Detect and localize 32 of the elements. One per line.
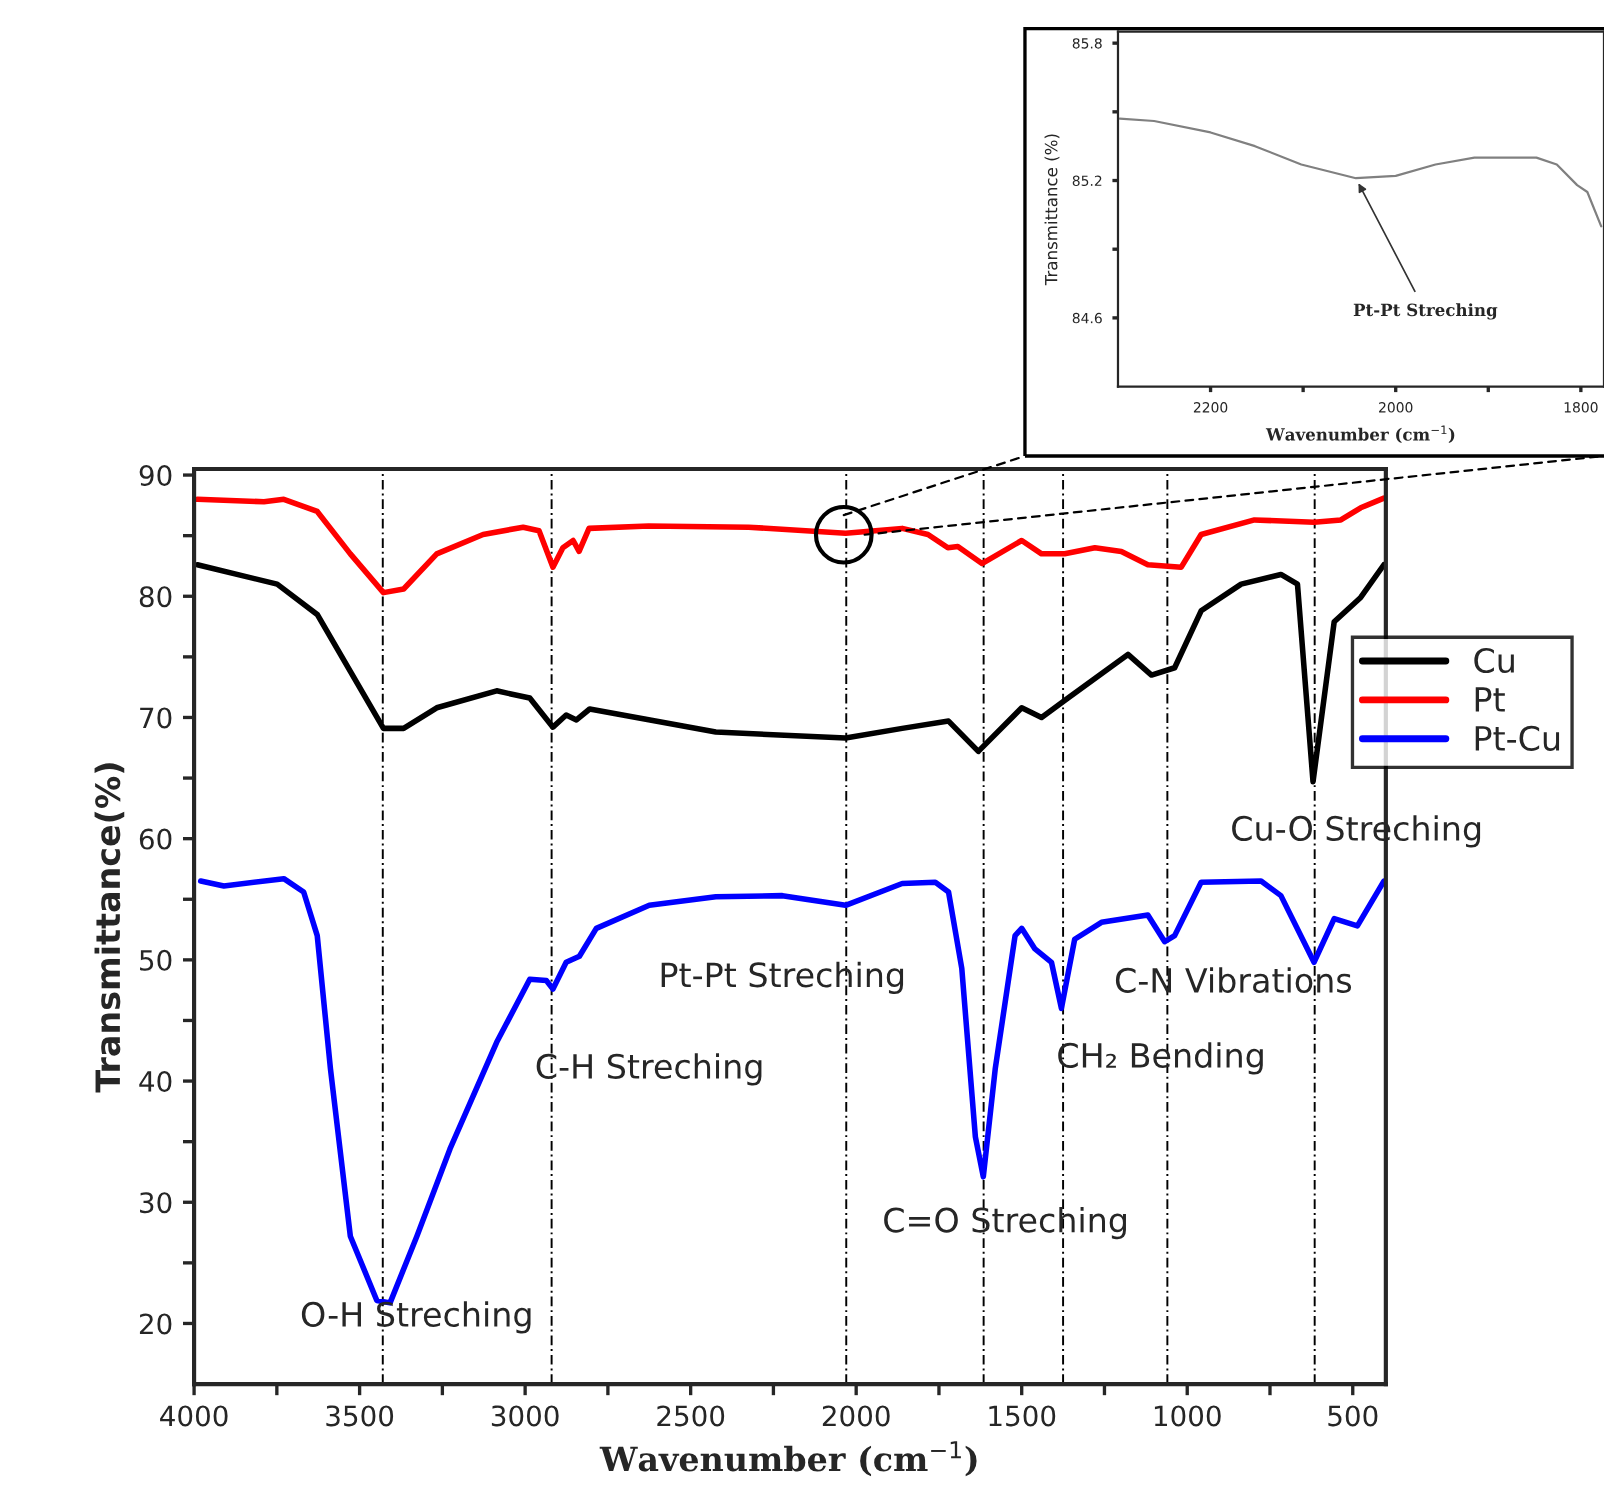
ref-line-label: C-H Streching — [536, 1053, 762, 1086]
y-axis-title: Transmittance (%) — [1044, 134, 1060, 286]
x-tick-label: 1500 — [989, 1405, 1056, 1427]
y-tick-label: 60 — [139, 828, 172, 850]
x-tick-label: 3000 — [491, 1405, 559, 1427]
legend-label: Pt — [1475, 687, 1505, 712]
ref-line-label: O-H Streching — [301, 1301, 531, 1334]
x-tick-label: 500 — [1328, 1405, 1378, 1427]
x-tick-label: 2000 — [822, 1405, 890, 1427]
y-tick-label: 80 — [139, 586, 172, 608]
legend-label: Cu — [1474, 647, 1514, 674]
line-series — [1118, 117, 1603, 228]
line-series — [194, 495, 1386, 596]
legend-label: Pt-Cu — [1475, 725, 1560, 751]
y-tick-label: 30 — [140, 1192, 172, 1214]
ref-line-label: CH₂ Bending — [1058, 1042, 1263, 1075]
y-tick-label: 70 — [140, 707, 172, 729]
y-tick-label: 90 — [139, 465, 172, 487]
y-tick-label: 20 — [139, 1313, 172, 1335]
ref-line-label: C-N Vibrations — [1115, 967, 1352, 993]
x-tick-label: 4000 — [160, 1405, 228, 1427]
x-tick-label: 2500 — [657, 1405, 725, 1427]
y-tick-label: 50 — [140, 949, 172, 971]
y-tick-label: 40 — [139, 1071, 172, 1093]
ref-line-label: Pt-Pt Streching — [661, 961, 904, 994]
y-axis-title: Transmittance(%) — [94, 763, 125, 1093]
ref-line-label: C=O Streching — [884, 1206, 1126, 1240]
x-tick-label: 3500 — [326, 1405, 394, 1427]
x-tick-label: 1000 — [1154, 1405, 1221, 1427]
x-axis-title: Wavenumber (cm$^{−1}$) — [599, 1441, 977, 1477]
annotation: Pt-Pt Streching — [1353, 303, 1498, 320]
x-axis-title: Wavenumber (cm$^{−1}$) — [1265, 425, 1455, 444]
